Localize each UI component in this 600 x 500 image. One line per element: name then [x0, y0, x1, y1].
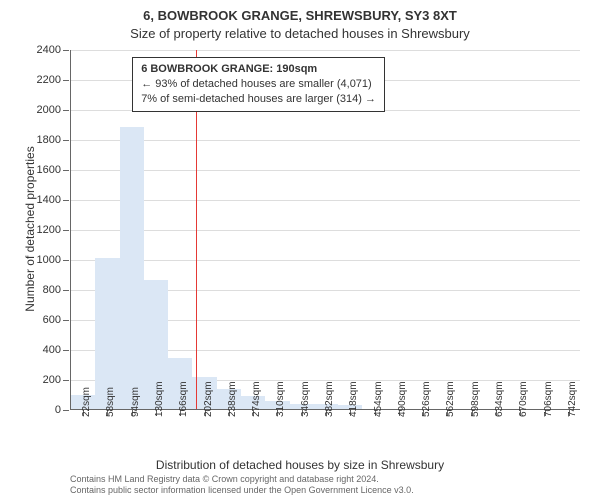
x-tick-label: 598sqm: [470, 381, 481, 417]
y-tick: [63, 350, 69, 351]
x-tick-label: 166sqm: [178, 381, 189, 417]
x-tick-label: 454sqm: [373, 381, 384, 417]
info-box: 6 BOWBROOK GRANGE: 190sqm← 93% of detach…: [132, 57, 385, 112]
x-tick-label: 310sqm: [275, 381, 286, 417]
y-tick-label: 400: [43, 344, 61, 356]
y-tick: [63, 80, 69, 81]
y-tick-label: 0: [55, 404, 61, 416]
y-tick: [63, 50, 69, 51]
y-tick-label: 600: [43, 314, 61, 326]
y-tick-label: 1400: [37, 194, 61, 206]
gridline: [71, 200, 580, 201]
y-tick: [63, 260, 69, 261]
gridline: [71, 140, 580, 141]
histogram-bar: [120, 127, 144, 409]
y-tick: [63, 290, 69, 291]
y-tick: [63, 230, 69, 231]
plot-inner: 0200400600800100012001400160018002000220…: [70, 50, 580, 410]
footer-line-1: Contains HM Land Registry data © Crown c…: [70, 474, 414, 485]
x-tick-label: 202sqm: [203, 381, 214, 417]
y-tick: [63, 140, 69, 141]
x-axis-label: Distribution of detached houses by size …: [0, 458, 600, 472]
y-tick-label: 1800: [37, 134, 61, 146]
x-tick-label: 562sqm: [445, 381, 456, 417]
x-tick-label: 130sqm: [154, 381, 165, 417]
x-tick-label: 490sqm: [397, 381, 408, 417]
y-tick-label: 1600: [37, 164, 61, 176]
page-title: 6, BOWBROOK GRANGE, SHREWSBURY, SY3 8XT: [0, 8, 600, 23]
info-box-line-2: ← 93% of detached houses are smaller (4,…: [141, 77, 376, 92]
y-tick-label: 200: [43, 374, 61, 386]
y-tick: [63, 200, 69, 201]
info-box-line-1: 6 BOWBROOK GRANGE: 190sqm: [141, 62, 376, 77]
plot-area: 0200400600800100012001400160018002000220…: [70, 50, 580, 410]
y-tick: [63, 110, 69, 111]
gridline: [71, 260, 580, 261]
x-tick-label: 634sqm: [494, 381, 505, 417]
y-tick: [63, 380, 69, 381]
y-tick-label: 1000: [37, 254, 61, 266]
y-tick-label: 2200: [37, 74, 61, 86]
x-tick-label: 346sqm: [300, 381, 311, 417]
y-tick-label: 1200: [37, 224, 61, 236]
x-tick-label: 22sqm: [81, 387, 92, 417]
y-tick-label: 2000: [37, 104, 61, 116]
x-tick-label: 706sqm: [543, 381, 554, 417]
x-tick-label: 742sqm: [567, 381, 578, 417]
y-tick-label: 800: [43, 284, 61, 296]
x-tick-label: 94sqm: [130, 387, 141, 417]
y-tick: [63, 170, 69, 171]
gridline: [71, 50, 580, 51]
gridline: [71, 230, 580, 231]
gridline: [71, 170, 580, 171]
y-tick: [63, 320, 69, 321]
y-axis-label: Number of detached properties: [23, 129, 37, 329]
y-tick-label: 2400: [37, 44, 61, 56]
x-tick-label: 670sqm: [518, 381, 529, 417]
x-tick-label: 58sqm: [105, 387, 116, 417]
x-tick-label: 382sqm: [324, 381, 335, 417]
page-subtitle: Size of property relative to detached ho…: [0, 26, 600, 41]
x-tick-label: 526sqm: [421, 381, 432, 417]
footer: Contains HM Land Registry data © Crown c…: [70, 474, 414, 497]
footer-line-2: Contains public sector information licen…: [70, 485, 414, 496]
x-tick-label: 274sqm: [251, 381, 262, 417]
info-box-line-3: 7% of semi-detached houses are larger (3…: [141, 92, 376, 107]
y-tick: [63, 410, 69, 411]
x-tick-label: 418sqm: [348, 381, 359, 417]
x-tick-label: 238sqm: [227, 381, 238, 417]
